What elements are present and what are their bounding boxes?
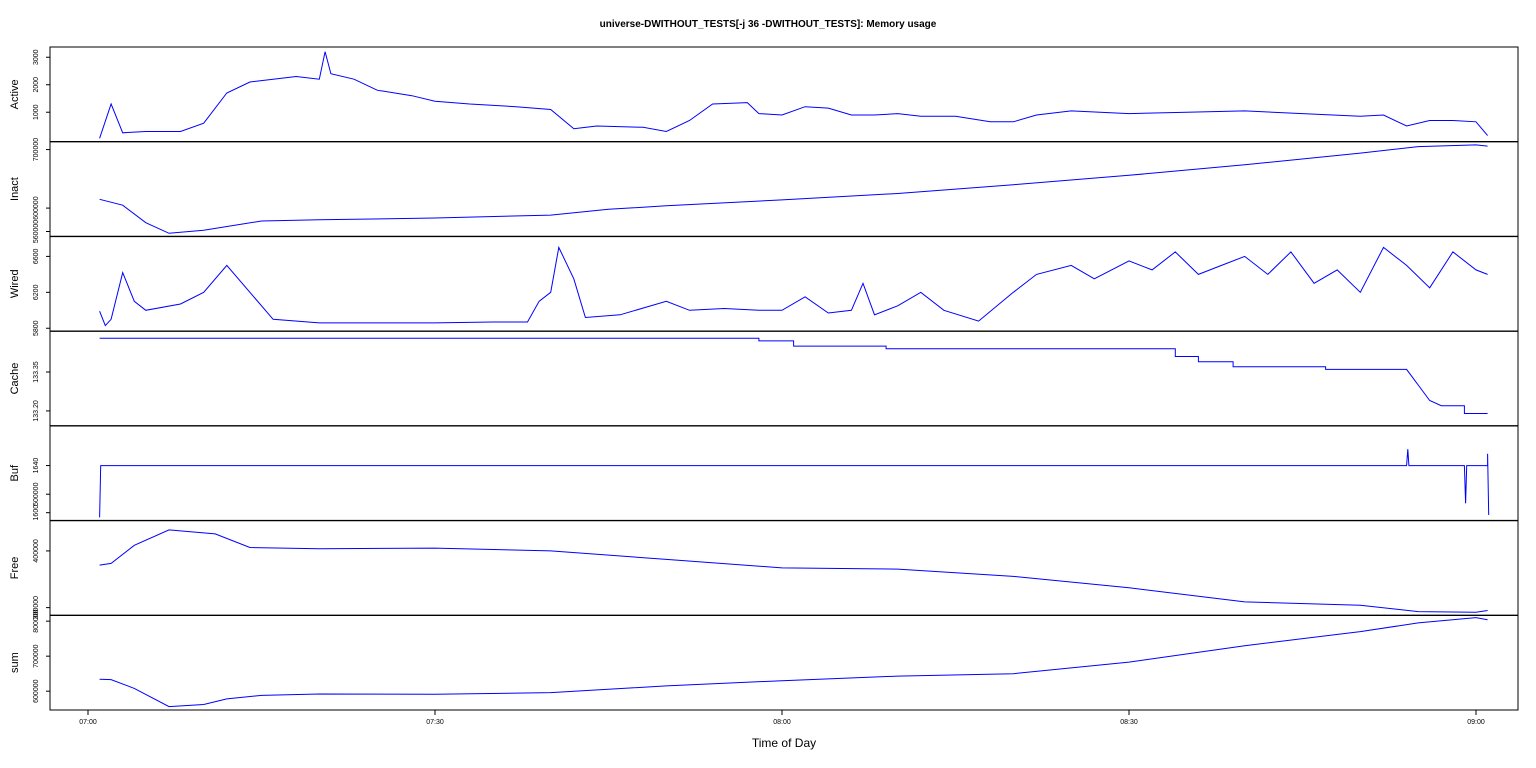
y-axis-label: Active xyxy=(9,79,21,109)
panels-group: Active100020003000Inact56000060000070000… xyxy=(9,47,1518,710)
y-tick-label: 500000 xyxy=(33,482,40,505)
panel-wired: Wired 5800 6200 6600 xyxy=(9,236,1518,336)
chart-title: universe-DWITHOUT_TESTS[-j 36 -DWITHOUT_… xyxy=(600,19,937,30)
panel-cache: Cache 133.20 133.35 xyxy=(9,331,1518,421)
y-tick-label: 800000 xyxy=(33,609,40,632)
y-tick-label: 560000 xyxy=(33,220,40,243)
x-axis-label: Time of Day xyxy=(752,736,816,750)
y-axis-label: Buf xyxy=(9,464,21,481)
y-tick-label: 1000 xyxy=(33,104,40,120)
x-axis: 07:00 07:30 08:00 08:30 09:00 xyxy=(79,710,1485,726)
series-line-inact xyxy=(100,145,1488,233)
panel-active: Active 1000 2000 3000 xyxy=(9,49,1488,138)
y-tick-label: 5800 xyxy=(33,320,40,336)
x-tick-label: 07:00 xyxy=(79,719,97,726)
y-tick-label: 6200 xyxy=(33,284,40,300)
series-line-cache xyxy=(100,338,1488,413)
series-line-free xyxy=(100,530,1488,612)
y-tick-label: 600000 xyxy=(33,679,40,702)
series-line-buf xyxy=(100,449,1489,517)
y-tick-label: 3000 xyxy=(33,49,40,65)
y-tick-label: 400000 xyxy=(33,539,40,562)
panel-sum: sum 600000 700000 800000 xyxy=(9,609,1518,706)
series-line-sum xyxy=(100,618,1488,707)
y-tick-label: 2000 xyxy=(33,77,40,93)
y-axis-label: Cache xyxy=(9,363,21,395)
y-tick-label: 6600 xyxy=(33,249,40,265)
y-tick-label: 700000 xyxy=(33,644,40,667)
panel-buf: Buf 1600 1640 xyxy=(9,426,1518,521)
x-tick-label: 08:00 xyxy=(773,719,791,726)
series-line-active xyxy=(100,52,1488,139)
x-tick-label: 08:30 xyxy=(1120,719,1138,726)
y-tick-label: 1640 xyxy=(33,458,40,474)
y-tick-label: 600000 xyxy=(33,196,40,219)
y-tick-label: 1600 xyxy=(33,505,40,521)
x-tick-label: 09:00 xyxy=(1467,719,1485,726)
plot-frame xyxy=(50,47,1518,710)
x-tick-label: 07:30 xyxy=(426,719,444,726)
y-tick-label: 133.35 xyxy=(33,361,40,383)
y-axis-label: Free xyxy=(9,557,21,580)
y-tick-label: 700000 xyxy=(33,138,40,161)
y-axis-label: sum xyxy=(9,652,21,673)
y-axis-label: Inact xyxy=(9,177,21,201)
series-line-wired xyxy=(100,247,1488,325)
y-tick-label: 133.20 xyxy=(33,400,40,422)
y-axis-label: Wired xyxy=(9,269,21,298)
